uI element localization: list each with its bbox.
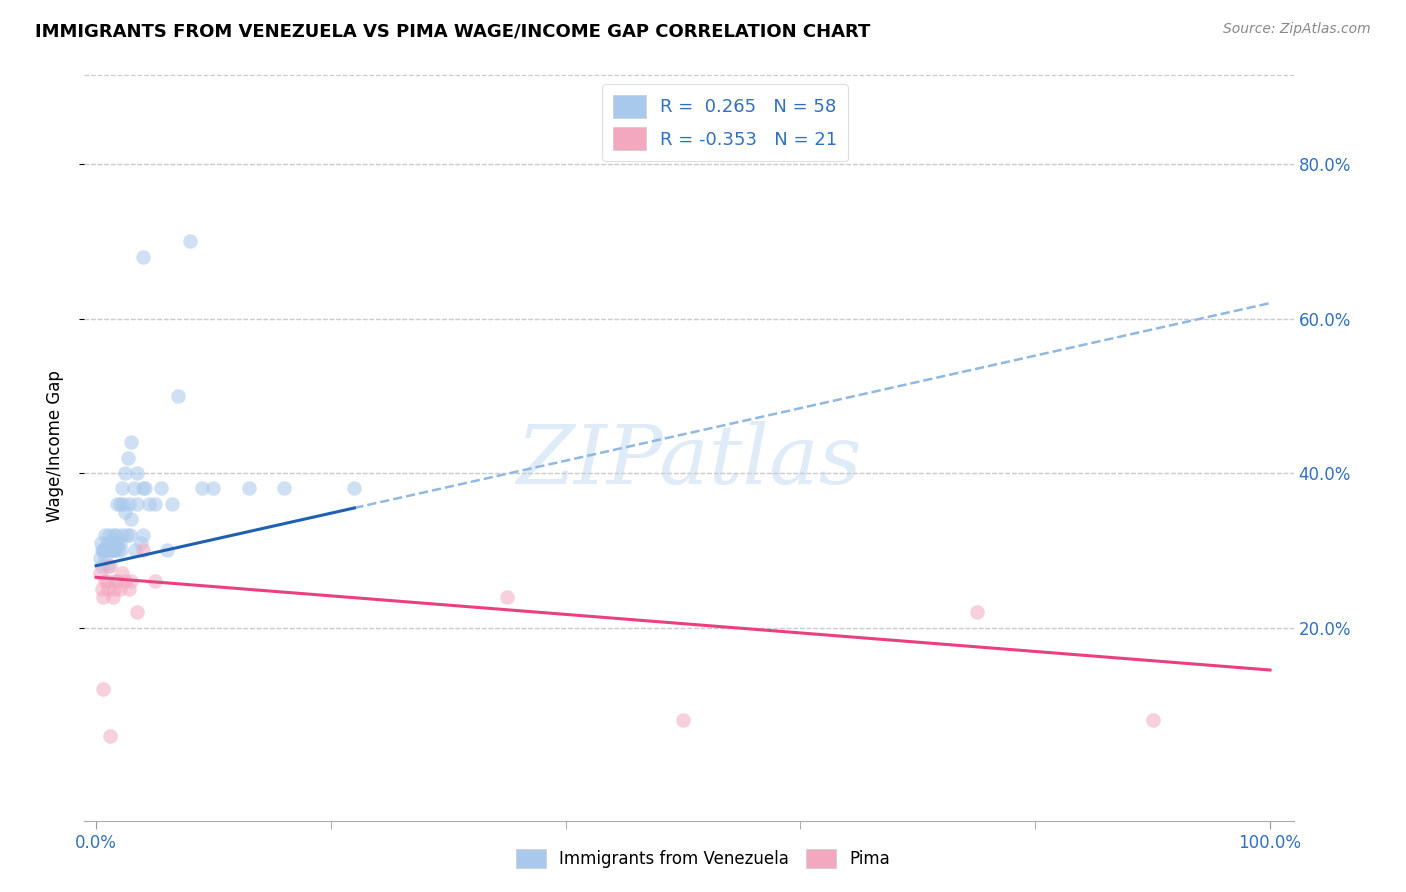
Point — [127, 605, 149, 619]
Point — [167, 389, 190, 403]
Point — [138, 497, 160, 511]
Point — [114, 505, 136, 519]
Point — [96, 574, 118, 589]
Text: IMMIGRANTS FROM VENEZUELA VS PIMA WAGE/INCOME GAP CORRELATION CHART: IMMIGRANTS FROM VENEZUELA VS PIMA WAGE/I… — [35, 22, 870, 40]
Point — [108, 535, 131, 549]
Point — [98, 535, 121, 549]
Point — [162, 497, 184, 511]
Point — [966, 605, 988, 619]
Legend: Immigrants from Venezuela, Pima: Immigrants from Venezuela, Pima — [509, 842, 897, 875]
Point — [101, 543, 124, 558]
Point — [179, 235, 201, 249]
Point — [114, 466, 136, 480]
Point — [155, 543, 177, 558]
Point — [105, 497, 128, 511]
Point — [129, 535, 152, 549]
Point — [91, 543, 114, 558]
Point — [127, 466, 149, 480]
Point — [91, 558, 114, 573]
Point — [202, 482, 225, 496]
Point — [122, 482, 145, 496]
Point — [91, 543, 114, 558]
Point — [132, 528, 155, 542]
Point — [103, 543, 125, 558]
Point — [105, 528, 128, 542]
Point — [117, 450, 139, 465]
Point — [98, 543, 121, 558]
Point — [190, 482, 212, 496]
Point — [97, 582, 120, 596]
Point — [108, 582, 131, 596]
Point — [98, 558, 121, 573]
Text: Source: ZipAtlas.com: Source: ZipAtlas.com — [1223, 22, 1371, 37]
Point — [97, 558, 120, 573]
Point — [120, 528, 142, 542]
Point — [96, 535, 118, 549]
Point — [118, 497, 141, 511]
Point — [143, 497, 166, 511]
Point — [127, 497, 149, 511]
Point — [94, 551, 117, 566]
Point — [104, 574, 127, 589]
Point — [343, 482, 366, 496]
Point — [132, 250, 155, 264]
Point — [114, 574, 136, 589]
Point — [238, 482, 260, 496]
Point — [105, 574, 128, 589]
Point — [118, 582, 141, 596]
Point — [107, 543, 129, 558]
Point — [108, 497, 131, 511]
Point — [91, 582, 114, 596]
Point — [124, 543, 146, 558]
Point — [104, 543, 127, 558]
Point — [98, 528, 121, 542]
Point — [93, 543, 115, 558]
Point — [111, 566, 134, 581]
Point — [132, 482, 155, 496]
Point — [98, 729, 121, 743]
Text: ZIPatlas: ZIPatlas — [516, 421, 862, 501]
Point — [134, 482, 156, 496]
Point — [120, 435, 142, 450]
Point — [111, 482, 134, 496]
Point — [91, 590, 114, 604]
Point — [143, 574, 166, 589]
Point — [672, 713, 695, 727]
Point — [94, 574, 117, 589]
Point — [120, 574, 142, 589]
Point — [104, 535, 127, 549]
Point — [100, 535, 122, 549]
Point — [120, 512, 142, 526]
Point — [110, 543, 132, 558]
Point — [94, 528, 117, 542]
Point — [273, 482, 295, 496]
Point — [103, 528, 125, 542]
Point — [1142, 713, 1164, 727]
Point — [97, 543, 120, 558]
Point — [132, 543, 155, 558]
Y-axis label: Wage/Income Gap: Wage/Income Gap — [45, 370, 63, 522]
Point — [101, 590, 124, 604]
Point — [89, 551, 111, 566]
Point — [111, 528, 134, 542]
Point — [149, 482, 172, 496]
Point — [89, 566, 111, 581]
Point — [91, 682, 114, 697]
Point — [112, 497, 135, 511]
Legend: R =  0.265   N = 58, R = -0.353   N = 21: R = 0.265 N = 58, R = -0.353 N = 21 — [602, 84, 848, 161]
Point — [496, 590, 519, 604]
Point — [103, 582, 125, 596]
Point — [115, 528, 138, 542]
Point — [105, 535, 128, 549]
Point — [90, 535, 112, 549]
